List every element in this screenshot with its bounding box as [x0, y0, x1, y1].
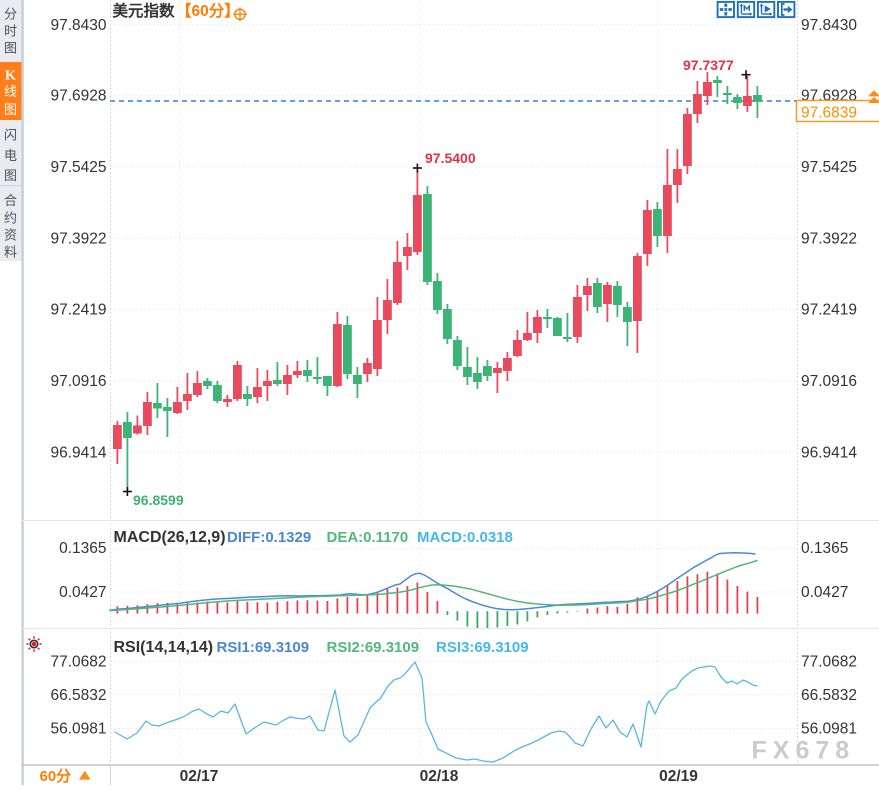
- svg-text:RSI1:69.3109: RSI1:69.3109: [217, 639, 310, 656]
- svg-text:资: 资: [4, 228, 17, 243]
- svg-text:77.0682: 77.0682: [50, 654, 106, 671]
- svg-text:97.2419: 97.2419: [50, 302, 106, 319]
- svg-text:97.3922: 97.3922: [801, 230, 857, 247]
- svg-text:MACD(26,12,9): MACD(26,12,9): [114, 529, 226, 546]
- svg-text:RSI(14,14,14): RSI(14,14,14): [114, 639, 214, 656]
- svg-text:DEA:0.1170: DEA:0.1170: [327, 529, 409, 546]
- svg-text:图: 图: [4, 41, 17, 56]
- svg-text:图: 图: [4, 102, 17, 117]
- svg-text:线: 线: [4, 84, 17, 99]
- svg-text:77.0682: 77.0682: [801, 654, 857, 671]
- svg-text:RSI2:69.3109: RSI2:69.3109: [327, 639, 420, 656]
- svg-text:分: 分: [4, 7, 17, 22]
- svg-text:97.0916: 97.0916: [50, 373, 106, 390]
- svg-text:02/19: 02/19: [659, 768, 698, 785]
- svg-text:96.9414: 96.9414: [50, 444, 106, 461]
- svg-text:RSI3:69.3109: RSI3:69.3109: [436, 639, 529, 656]
- svg-text:时: 时: [4, 24, 17, 39]
- svg-text:K: K: [5, 69, 16, 84]
- svg-text:闪: 闪: [4, 128, 17, 143]
- svg-text:料: 料: [4, 245, 17, 260]
- svg-text:97.8430: 97.8430: [801, 17, 857, 34]
- svg-text:96.9414: 96.9414: [801, 444, 857, 461]
- svg-text:合: 合: [4, 193, 17, 208]
- svg-text:66.5832: 66.5832: [801, 687, 857, 704]
- svg-text:美元指数: 美元指数: [113, 1, 176, 20]
- svg-text:0.0427: 0.0427: [59, 584, 106, 601]
- svg-text:FX678: FX678: [752, 737, 856, 765]
- svg-text:02/17: 02/17: [180, 768, 219, 785]
- svg-text:图: 图: [4, 168, 17, 183]
- svg-text:56.0981: 56.0981: [801, 721, 857, 738]
- svg-text:电: 电: [4, 148, 17, 163]
- svg-text:97.5425: 97.5425: [50, 159, 106, 176]
- svg-text:0.1365: 0.1365: [801, 540, 848, 557]
- svg-text:96.8599: 96.8599: [133, 492, 184, 508]
- svg-text:97.0916: 97.0916: [801, 373, 857, 390]
- svg-text:02/18: 02/18: [420, 768, 459, 785]
- svg-text:0.1365: 0.1365: [59, 540, 106, 557]
- svg-text:【60分】: 【60分】: [176, 2, 240, 20]
- svg-text:97.5400: 97.5400: [425, 150, 476, 166]
- svg-text:97.2419: 97.2419: [801, 302, 857, 319]
- svg-text:97.6839: 97.6839: [801, 105, 857, 122]
- svg-text:97.3922: 97.3922: [50, 230, 106, 247]
- svg-text:0.0427: 0.0427: [801, 584, 848, 601]
- svg-text:MACD:0.0318: MACD:0.0318: [417, 529, 513, 546]
- svg-text:60分: 60分: [40, 768, 72, 785]
- svg-text:DIFF:0.1329: DIFF:0.1329: [227, 529, 311, 546]
- svg-text:97.7377: 97.7377: [683, 57, 734, 73]
- svg-text:56.0981: 56.0981: [50, 721, 106, 738]
- svg-text:66.5832: 66.5832: [50, 687, 106, 704]
- svg-text:约: 约: [4, 211, 17, 226]
- svg-text:97.5425: 97.5425: [801, 159, 857, 176]
- svg-text:97.6928: 97.6928: [50, 88, 106, 105]
- svg-text:97.8430: 97.8430: [50, 17, 106, 34]
